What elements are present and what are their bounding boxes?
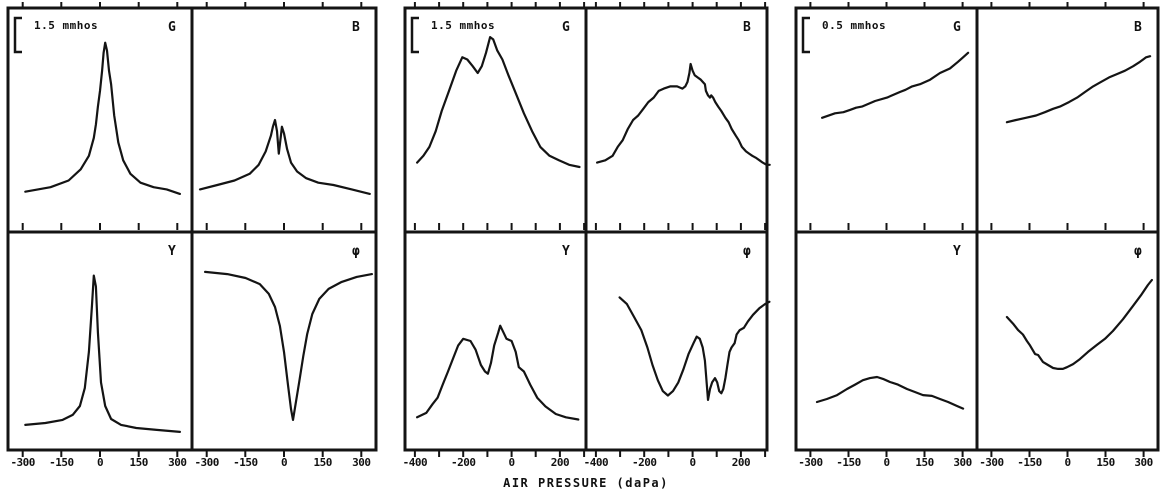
x-tick-label: -150 — [836, 456, 861, 469]
x-tick-label: -300 — [798, 456, 823, 469]
curve-G-middle-panel — [416, 36, 581, 169]
curve-φ-right-panel — [1005, 278, 1153, 370]
x-tick-label: 150 — [1096, 456, 1115, 469]
x-tick-label: 150 — [129, 456, 148, 469]
curve-G-right-panel — [821, 51, 970, 119]
x-tick-label: 200 — [550, 456, 570, 469]
x-tick-label: -200 — [631, 456, 657, 469]
curve-φ-middle-panel — [618, 296, 771, 401]
x-tick-label: 0 — [96, 456, 104, 469]
subplot-label-B: B — [743, 20, 751, 35]
subplot-label-φ: φ — [352, 244, 360, 259]
x-tick-label: 200 — [731, 456, 751, 469]
subplot-label-Y: Y — [562, 244, 570, 259]
x-tick-label: 0 — [280, 456, 288, 469]
subplot-label-φ: φ — [743, 244, 751, 259]
x-tick-label: -400 — [583, 456, 609, 469]
curve-G-left-panel — [24, 41, 181, 195]
x-tick-label: 0 — [883, 456, 890, 469]
subplot-label-Y: Y — [168, 244, 176, 259]
x-tick-label: -150 — [1017, 456, 1042, 469]
curve-B-left-panel — [198, 118, 371, 195]
subplot-label-G: G — [168, 20, 176, 35]
x-tick-label: 0 — [1064, 456, 1071, 469]
x-tick-label: -300 — [194, 456, 219, 469]
scale-bar-bracket-icon — [801, 16, 810, 54]
x-tick-label: -300 — [10, 456, 35, 469]
scale-bar-label-middle: 1.5 mmhos — [431, 19, 496, 32]
scale-bar-bracket-icon — [13, 16, 22, 54]
curve-Y-left-panel — [24, 274, 181, 433]
x-tick-label: -300 — [979, 456, 1004, 469]
curve-B-right-panel — [1005, 55, 1152, 124]
subplot-label-B: B — [352, 20, 360, 35]
subplot-label-φ: φ — [1134, 244, 1142, 259]
x-tick-label: 150 — [915, 456, 934, 469]
curve-Y-middle-panel — [416, 324, 580, 421]
subplot-label-Y: Y — [953, 244, 961, 259]
x-tick-label: 300 — [1134, 456, 1153, 469]
x-tick-label: -150 — [49, 456, 74, 469]
x-axis-title: AIR PRESSURE (daPa) — [503, 476, 669, 490]
scale-bar-label-left: 1.5 mmhos — [34, 19, 99, 32]
subplot-label-G: G — [562, 20, 570, 35]
curve-φ-left-panel — [204, 270, 373, 421]
x-tick-label: 0 — [689, 456, 697, 469]
subplot-label-B: B — [1134, 20, 1142, 35]
scale-bar-label-right: 0.5 mmhos — [822, 19, 887, 32]
curve-Y-right-panel — [815, 375, 965, 410]
scale-bar-bracket-icon — [410, 16, 419, 54]
x-tick-label: 300 — [953, 456, 972, 469]
x-tick-label: 150 — [313, 456, 332, 469]
x-tick-label: 300 — [168, 456, 187, 469]
subplot-label-G: G — [953, 20, 961, 35]
x-tick-label: 0 — [508, 456, 516, 469]
curve-B-middle-panel — [596, 62, 771, 166]
x-tick-label: -200 — [450, 456, 476, 469]
x-tick-label: -150 — [233, 456, 258, 469]
x-tick-label: 300 — [352, 456, 371, 469]
x-tick-label: -400 — [402, 456, 428, 469]
